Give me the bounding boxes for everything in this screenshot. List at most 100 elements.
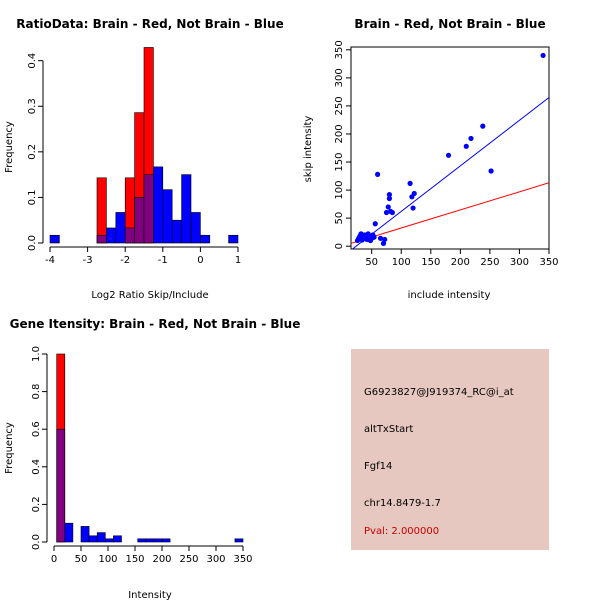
chart2-point (480, 123, 486, 129)
chart2-x-tick-label: 50 (365, 257, 378, 268)
chart1-y-tick-label: 0.2 (27, 144, 38, 160)
chart3-y-tick-label: 0.4 (31, 459, 42, 475)
chart3-xlabel: Intensity (128, 590, 172, 600)
chart2-point (372, 221, 378, 227)
chart2-point (371, 234, 377, 240)
chart3-bar-not-brain (113, 535, 122, 543)
chart3-bar-not-brain (137, 538, 147, 543)
chart1-x-tick-label: 1 (235, 255, 241, 266)
chart3-bar-not-brain (64, 522, 74, 543)
chart1-y-tick-label: 0.0 (27, 235, 38, 251)
chart2-plot-area (351, 52, 549, 249)
chart2-fit-line-blue (351, 97, 549, 249)
chart1-bar-overlap (124, 227, 135, 244)
chart1-bar-not-brain (162, 189, 173, 244)
chart1-y-tick-label: 0.1 (27, 189, 38, 205)
chart1-bar-not-brain (190, 212, 201, 244)
chart2-y-tick-label: 100 (334, 181, 345, 200)
chart1-bar-overlap (143, 174, 154, 244)
chart1-y-tick-label: 0.4 (27, 53, 38, 69)
chart1-title: RatioData: Brain - Red, Not Brain - Blue (16, 17, 283, 31)
chart2-x-tick-label: 350 (539, 257, 558, 268)
chart1-bar-not-brain (115, 212, 126, 244)
chart1-bar-not-brain (200, 234, 211, 244)
chart2-point (383, 209, 390, 216)
chart3-bar-not-brain (234, 538, 244, 543)
chart1-x-tick-label: -1 (158, 255, 168, 266)
chart2-point (410, 205, 416, 211)
chart3-y-tick-label: 1.0 (31, 346, 42, 362)
chart3-bar-not-brain (153, 538, 163, 543)
chart3-x-tick-label: 250 (179, 554, 198, 565)
chart1-x-tick-label: -4 (45, 255, 55, 266)
chart3-x-tick-label: 200 (152, 554, 171, 565)
chart2-fit-line-red (351, 182, 549, 244)
chart2-x-tick-label: 200 (451, 257, 470, 268)
chart1-bar-not-brain (153, 166, 164, 244)
chart3-x-tick-label: 100 (98, 554, 117, 565)
chart3-bar-overlap (56, 428, 66, 543)
chart3-ylabel: Frequency (4, 422, 15, 474)
chart1-bar-not-brain (49, 234, 60, 244)
chart3-bar-not-brain (105, 538, 114, 543)
event-type: altTxStart (364, 424, 414, 435)
chart3-x-tick-label: 350 (233, 554, 252, 565)
chart1-y-tick-label: 0.3 (27, 98, 38, 114)
gene-info-panel: G6923827@J919374_RC@i_at altTxStart Fgf1… (351, 349, 549, 550)
chart3-bar-not-brain (80, 526, 90, 543)
chart1-bar-not-brain (106, 227, 117, 244)
chart1-bar-not-brain (228, 234, 239, 244)
chart2-point (380, 240, 387, 246)
chart2-y-tick-label: 50 (334, 212, 345, 225)
chart2-plot: 50 100 150 200 250 300 350 0 50 100 150 200 250 300 35… (334, 40, 559, 268)
chart3-bar-not-brain (96, 532, 106, 543)
chart3-bar-not-brain (145, 538, 155, 543)
chart1-bar-overlap (96, 234, 107, 244)
chart2-point (445, 152, 452, 158)
chart2-title: Brain - Red, Not Brain - Blue (354, 17, 545, 31)
chart3-y-tick-label: 0.8 (31, 384, 42, 400)
chart3-y-tick-label: 0.0 (31, 534, 42, 550)
chart2-point (386, 195, 393, 202)
chart2-y-tick-label: 150 (334, 152, 345, 171)
chart2-x-tick-label: 150 (421, 257, 440, 268)
chart1-bar-brain (96, 177, 107, 244)
chart1-x-tick-label: 0 (197, 255, 203, 266)
chart2-x-tick-label: 250 (480, 257, 499, 268)
chart2-point (386, 191, 393, 198)
chart2-point (382, 236, 388, 243)
chart2-y-tick-label: 200 (334, 124, 345, 143)
chart1-ylabel: Frequency (4, 121, 15, 173)
chart3-bar-not-brain (88, 535, 98, 543)
chart2-y-tick-label: 250 (334, 96, 345, 115)
chart1-plot: -4 -3 -2 -1 0 1 0.0 0.1 0.2 0.3 0.4 (27, 47, 241, 266)
probe-id: G6923827@J919374_RC@i_at (364, 387, 514, 398)
chart2-point (377, 235, 384, 241)
chart3-x-tick-label: 150 (125, 554, 144, 565)
chart2-point (463, 143, 469, 149)
chart2-point (411, 190, 417, 197)
chart3-y-tick-label: 0.2 (31, 496, 42, 512)
chart2-point (540, 52, 546, 59)
chart2-plot-frame (350, 46, 550, 250)
chart3-x-tick-label: 300 (206, 554, 225, 565)
chart1-bar-overlap (134, 197, 145, 244)
chart1-x-tick-label: -2 (120, 255, 130, 266)
chart2-y-tick-label: 300 (334, 68, 345, 87)
chart2-y-tick-label: 0 (334, 243, 345, 249)
gene-name: Fgf14 (364, 461, 393, 472)
chart2-x-tick-label: 100 (392, 257, 411, 268)
chromosome-location: chr14.8479-1.7 (364, 498, 441, 509)
chart1-bar-not-brain (181, 174, 192, 244)
chart3-x-tick-label: 50 (75, 554, 88, 565)
chart2-point (468, 135, 474, 142)
chart3-bar-not-brain (161, 538, 171, 543)
pval-text: Pval: 2.000000 (364, 526, 440, 537)
chart2-point (488, 168, 494, 174)
chart2-point (407, 180, 413, 186)
chart2-xlabel: include intensity (408, 290, 491, 301)
chart2-ylabel: skip intensity (303, 116, 314, 183)
chart2-point (389, 209, 395, 216)
chart3-x-tick-label: 0 (51, 554, 57, 565)
